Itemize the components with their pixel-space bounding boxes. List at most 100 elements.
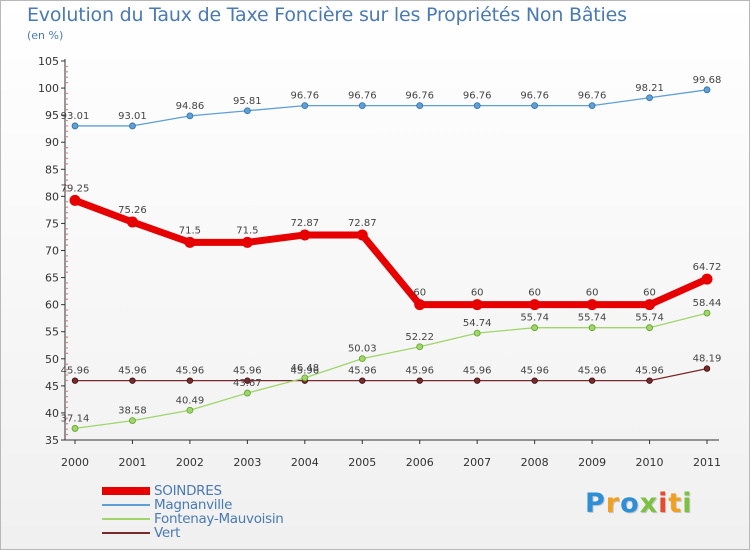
y-minor-tick: [66, 341, 68, 344]
y-minor-tick: [66, 217, 68, 219]
y-minor-tick: [66, 228, 68, 230]
data-point-magnanville: [473, 102, 481, 110]
x-tick-label: 2006: [406, 456, 434, 469]
y-minor-tick: [66, 81, 68, 84]
data-point-vert: [646, 377, 653, 384]
data-point-magnanville: [531, 102, 539, 110]
data-point-vert: [71, 377, 79, 384]
legend-swatch-magnanville: [102, 504, 150, 506]
data-label-magnanville: 98.21: [635, 83, 664, 94]
data-point-soindres: [69, 194, 81, 206]
legend-item-soindres: SOINDRES: [102, 483, 322, 499]
y-minor-tick: [66, 211, 68, 214]
data-point-fontenay-mauvoisin: [186, 406, 194, 414]
data-label-vert: 45.96: [348, 366, 377, 377]
data-point-vert: [588, 377, 596, 384]
y-minor-tick: [66, 190, 68, 192]
data-label-soindres: 72.87: [290, 218, 319, 229]
series-line-magnanville: [74, 89, 708, 127]
data-label-vert: 45.96: [520, 366, 549, 377]
data-label-fontenay-mauvoisin: 38.58: [118, 406, 147, 417]
x-tick-label: 2004: [291, 456, 319, 469]
data-label-soindres: 64.72: [693, 262, 722, 273]
data-point-fontenay-mauvoisin: [703, 309, 711, 317]
data-label-vert: 48.19: [693, 354, 722, 365]
x-tick-label: 2010: [636, 456, 664, 469]
y-tick-label: 45: [45, 380, 59, 393]
data-point-fontenay-mauvoisin: [416, 343, 424, 351]
data-label-magnanville: 99.68: [693, 75, 722, 86]
legend-item-vert: Vert: [102, 525, 322, 541]
data-point-fontenay-mauvoisin: [301, 374, 309, 382]
data-point-magnanville: [129, 122, 136, 130]
data-point-fontenay-mauvoisin: [531, 324, 539, 332]
y-minor-tick: [66, 390, 68, 392]
y-minor-tick: [66, 179, 68, 181]
data-point-vert: [186, 377, 194, 384]
series-layer: [69, 86, 713, 432]
y-tick-label: 60: [45, 299, 59, 312]
y-minor-tick: [66, 428, 68, 430]
legend-item-fontenay-mauvoisin: Fontenay-Mauvoisin: [102, 511, 322, 527]
y-minor-tick: [66, 314, 68, 317]
data-label-magnanville: 96.76: [463, 91, 492, 102]
series-line-vert: [74, 367, 708, 382]
data-point-magnanville: [588, 102, 596, 110]
y-minor-tick: [66, 266, 68, 268]
data-label-fontenay-mauvoisin: 55.74: [520, 313, 549, 324]
series-fontenay-mauvoisin: [71, 309, 711, 432]
y-minor-tick: [66, 130, 68, 133]
data-point-soindres: [356, 229, 368, 241]
data-label-soindres: 71.5: [179, 225, 201, 236]
y-minor-tick: [66, 401, 68, 403]
legend-swatch-fontenay-mauvoisin: [102, 518, 150, 520]
logo-letter: o: [620, 488, 640, 519]
data-label-magnanville: 95.81: [233, 96, 262, 107]
logo-letter: x: [639, 488, 659, 519]
y-minor-tick: [66, 65, 68, 68]
data-label-fontenay-mauvoisin: 43.67: [233, 378, 262, 389]
legend-label-magnanville: Magnanville: [154, 497, 233, 513]
y-minor-tick: [66, 287, 68, 290]
y-minor-tick: [66, 244, 68, 246]
data-point-magnanville: [243, 107, 251, 115]
series-line-soindres: [71, 196, 711, 309]
x-tick-label: 2000: [61, 456, 89, 469]
y-minor-tick: [66, 379, 68, 382]
data-label-soindres: 60: [528, 288, 541, 299]
y-tick-label: 70: [45, 245, 59, 258]
data-label-magnanville: 96.76: [405, 91, 434, 102]
y-tick-label: 80: [45, 190, 59, 203]
y-minor-tick: [66, 293, 68, 295]
x-tick-label: 2002: [176, 456, 204, 469]
data-label-vert: 45.96: [635, 366, 664, 377]
logo-letter: r: [605, 488, 621, 519]
logo-letter: P: [585, 488, 606, 519]
y-tick-label: 90: [45, 136, 59, 149]
y-minor-tick: [66, 271, 68, 273]
y-minor-tick: [66, 260, 68, 263]
data-label-fontenay-mauvoisin: 58.44: [693, 298, 722, 309]
y-minor-tick: [66, 309, 68, 311]
legend: SOINDRES Magnanville Fontenay-Mauvoisin Ver…: [102, 483, 322, 541]
x-tick-label: 2003: [233, 456, 261, 469]
y-tick-label: 75: [45, 217, 59, 230]
y-minor-tick: [66, 152, 68, 154]
y-tick-label: 105: [38, 55, 59, 68]
y-minor-tick: [66, 71, 68, 73]
y-tick-label: 50: [45, 353, 59, 366]
data-label-magnanville: 96.76: [520, 91, 549, 102]
data-point-soindres: [471, 299, 483, 311]
data-point-magnanville: [186, 112, 194, 120]
data-label-magnanville: 96.76: [290, 91, 319, 102]
y-minor-tick: [66, 184, 68, 187]
y-tick-label: 55: [45, 326, 59, 339]
data-label-soindres: 60: [586, 288, 599, 299]
logo-letter: t: [668, 488, 683, 519]
y-axis-unit: (en %): [27, 29, 64, 42]
data-point-soindres: [184, 236, 196, 248]
data-point-magnanville: [71, 122, 79, 130]
data-point-magnanville: [358, 102, 366, 110]
data-label-fontenay-mauvoisin: 50.03: [348, 344, 377, 355]
y-minor-tick: [66, 174, 68, 176]
